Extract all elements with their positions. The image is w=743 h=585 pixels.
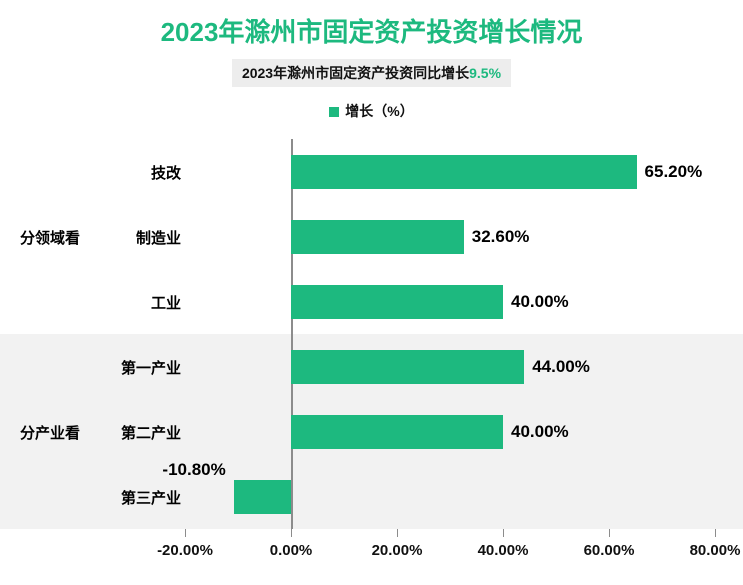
- category-label: 第一产业: [91, 357, 181, 378]
- bar: [291, 220, 464, 254]
- subtitle-badge: 2023年滁州市固定资产投资同比增长9.5%: [232, 59, 511, 87]
- bar-row: 65.20%: [185, 155, 715, 189]
- bar-value-label: 32.60%: [472, 227, 530, 247]
- bar-row: 32.60%: [185, 220, 715, 254]
- category-label: 制造业: [91, 227, 181, 248]
- category-label: 第三产业: [91, 487, 181, 508]
- category-label: 技改: [91, 162, 181, 183]
- legend-label: 增长（%）: [345, 103, 413, 119]
- x-tick-label: 60.00%: [584, 542, 635, 559]
- subtitle-highlight: 9.5%: [469, 65, 501, 81]
- chart-title: 2023年滁州市固定资产投资增长情况: [0, 0, 743, 49]
- x-tick-label: 80.00%: [690, 542, 741, 559]
- x-tick-label: 20.00%: [372, 542, 423, 559]
- bar: [234, 480, 291, 514]
- category-label: 第二产业: [91, 422, 181, 443]
- x-tick-label: 40.00%: [478, 542, 529, 559]
- chart-area: 65.20% 32.60% 40.00% 44.00% 40.00% -10.80% -20…: [0, 129, 743, 579]
- x-tick-mark: [503, 529, 504, 537]
- plot-region: 65.20%32.60%40.00%44.00%40.00%-10.80%-20…: [185, 139, 715, 529]
- bar-row: 40.00%: [185, 285, 715, 319]
- bar-row: -10.80%: [185, 480, 715, 514]
- bar: [291, 415, 503, 449]
- group-label: 分产业看: [20, 422, 90, 443]
- bar-value-label: -10.80%: [162, 460, 225, 480]
- subtitle-prefix: 2023年滁州市固定资产投资同比增长: [242, 65, 469, 81]
- x-tick-label: -20.00%: [157, 542, 213, 559]
- category-label: 工业: [91, 292, 181, 313]
- legend-marker: [329, 107, 339, 117]
- bar-value-label: 40.00%: [511, 292, 569, 312]
- group-label: 分领域看: [20, 227, 90, 248]
- bar-value-label: 40.00%: [511, 422, 569, 442]
- x-tick-mark: [609, 529, 610, 537]
- bar-row: 44.00%: [185, 350, 715, 384]
- x-tick-mark: [397, 529, 398, 537]
- x-tick-mark: [185, 529, 186, 537]
- bar-value-label: 65.20%: [645, 162, 703, 182]
- bar: [291, 350, 524, 384]
- bar: [291, 155, 637, 189]
- axis-zero-line: [291, 139, 293, 529]
- bar: [291, 285, 503, 319]
- subtitle-container: 2023年滁州市固定资产投资同比增长9.5%: [0, 59, 743, 87]
- x-tick-mark: [715, 529, 716, 537]
- x-tick-label: 0.00%: [270, 542, 313, 559]
- x-tick-mark: [291, 529, 292, 537]
- bar-value-label: 44.00%: [532, 357, 590, 377]
- bar-row: 40.00%: [185, 415, 715, 449]
- legend: 增长（%）: [0, 101, 743, 121]
